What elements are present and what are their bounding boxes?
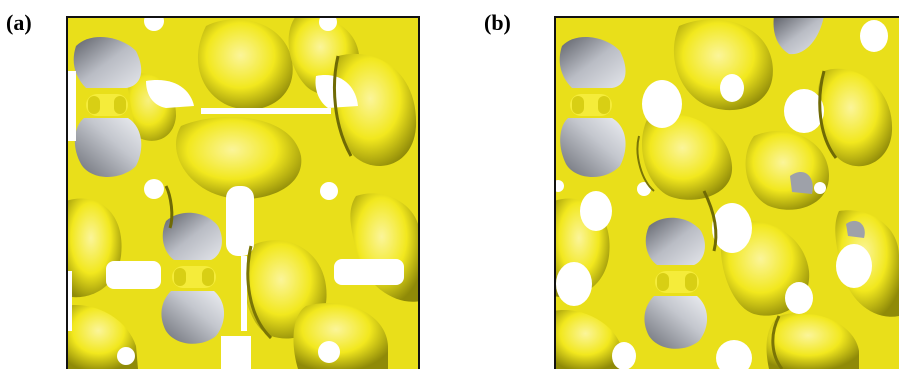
panel-label-a: (a) xyxy=(6,10,32,35)
isosurface-image-a xyxy=(66,16,420,369)
isosurface-panel-a xyxy=(66,16,420,369)
isosurface-panel-b xyxy=(554,16,899,369)
panel-label-b: (b) xyxy=(484,10,511,35)
isosurface-image-b xyxy=(554,16,899,369)
